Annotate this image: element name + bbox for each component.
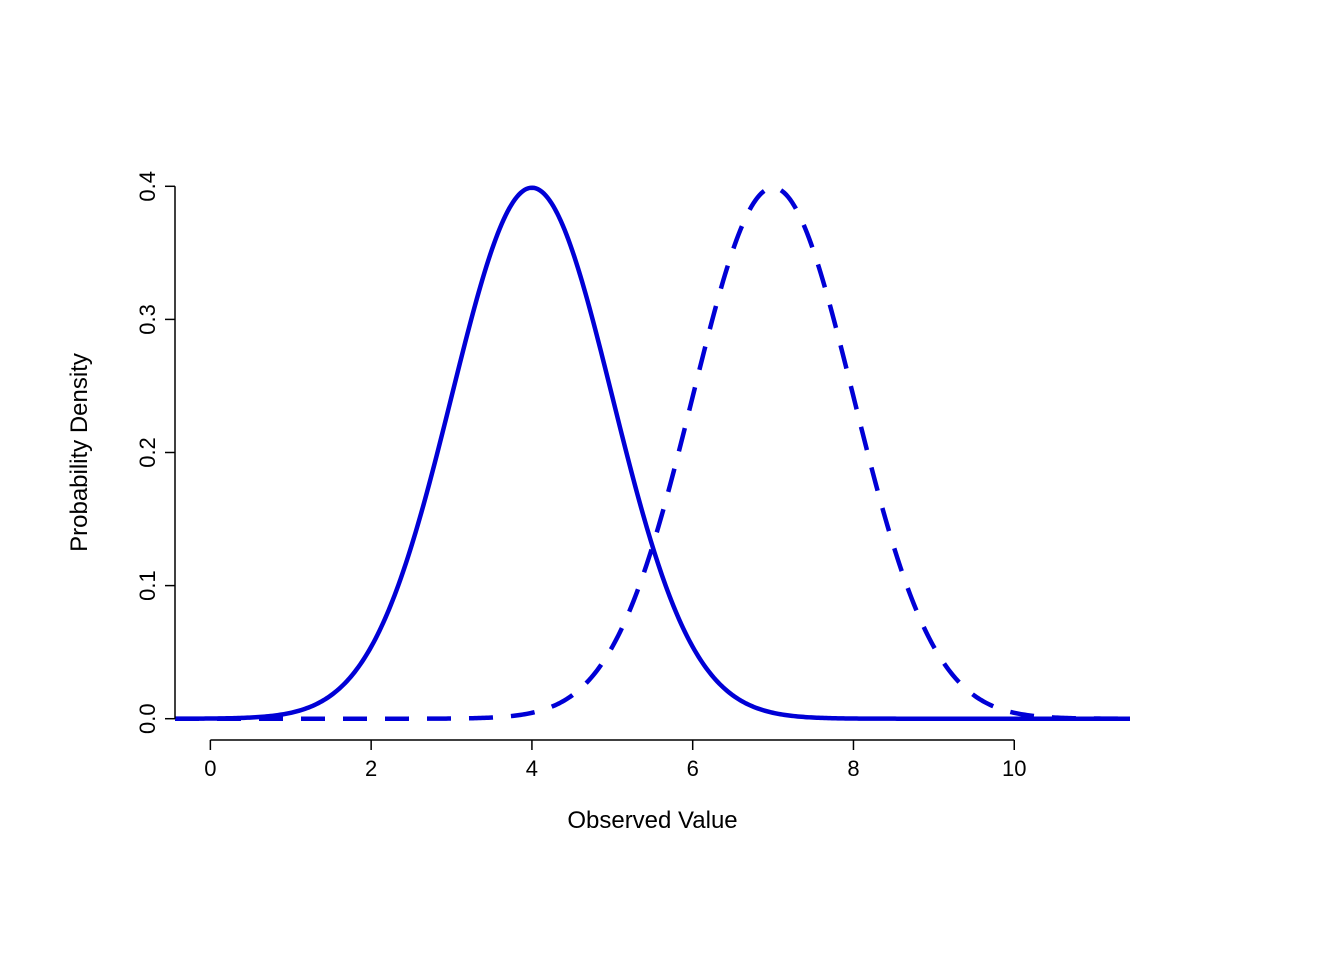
- x-tick-label: 10: [1002, 756, 1026, 781]
- y-axis-label: Probability Density: [66, 353, 93, 552]
- x-tick-label: 0: [204, 756, 216, 781]
- x-tick-label: 2: [365, 756, 377, 781]
- x-tick-label: 8: [847, 756, 859, 781]
- y-tick-label: 0.2: [135, 437, 160, 468]
- x-axis-label: Observed Value: [567, 807, 737, 834]
- y-tick-label: 0.1: [135, 570, 160, 601]
- y-tick-label: 0.3: [135, 304, 160, 335]
- chart-svg: 0.0 0.1 0.2 0.3 0.4 Probability Density 0 2 4 6 8 1…: [0, 0, 1344, 960]
- x-tick-label: 4: [526, 756, 538, 781]
- density-chart: 0.0 0.1 0.2 0.3 0.4 Probability Density 0 2 4 6 8 1…: [0, 0, 1344, 960]
- y-tick-label: 0.4: [135, 171, 160, 202]
- y-tick-label: 0.0: [135, 703, 160, 734]
- x-tick-label: 6: [687, 756, 699, 781]
